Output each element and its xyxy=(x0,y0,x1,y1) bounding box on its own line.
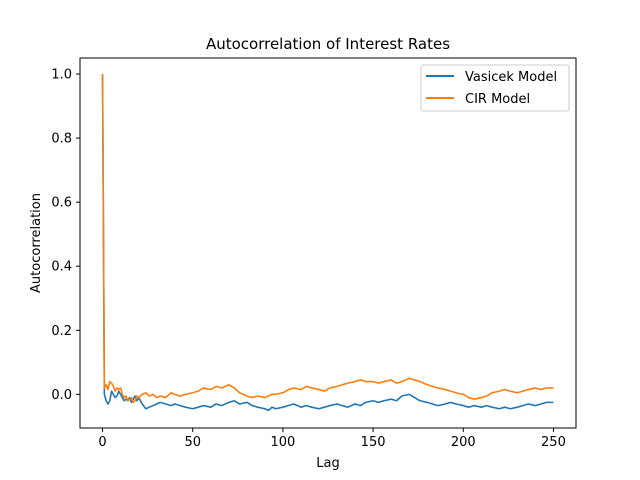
series-layer xyxy=(101,74,554,412)
y-axis: 0.0 0.2 0.4 0.6 0.8 1.0 xyxy=(51,68,80,403)
legend-label-vasicek: Vasicek Model xyxy=(465,70,557,85)
x-tick-label: 250 xyxy=(541,435,566,450)
x-tick-label: 200 xyxy=(451,435,476,450)
series-line-vasicek xyxy=(101,74,554,412)
y-tick-label: 0.2 xyxy=(51,324,72,339)
x-axis: 0 50 100 150 200 250 xyxy=(98,428,566,450)
x-tick-label: 150 xyxy=(361,435,386,450)
x-tick-label: 50 xyxy=(184,435,201,450)
plot-frame xyxy=(79,57,577,429)
legend-label-cir: CIR Model xyxy=(465,92,530,107)
y-tick-label: 0.4 xyxy=(51,260,72,275)
legend-box xyxy=(420,64,570,112)
x-axis-label: Lag xyxy=(316,456,339,471)
y-axis-label: Autocorrelation xyxy=(29,193,44,293)
plot-area xyxy=(79,57,577,429)
series-line-cir xyxy=(101,74,554,404)
chart-title: Autocorrelation of Interest Rates xyxy=(206,35,450,53)
y-tick-label: 0.6 xyxy=(51,196,72,211)
x-tick-label: 100 xyxy=(270,435,295,450)
y-tick-label: 1.0 xyxy=(51,68,72,83)
y-tick-label: 0.8 xyxy=(51,132,72,147)
y-tick-label: 0.0 xyxy=(51,388,72,403)
x-tick-label: 0 xyxy=(98,435,106,450)
legend: Vasicek Model CIR Model xyxy=(420,64,570,112)
